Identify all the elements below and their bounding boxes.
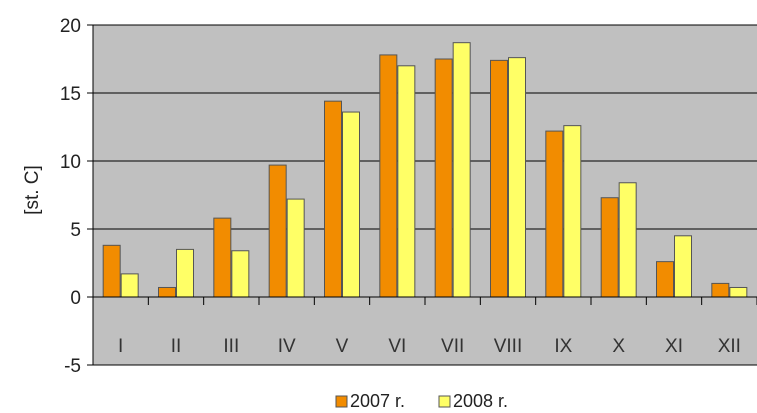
bar-series2-IV xyxy=(286,198,305,298)
bar-series2-VIII xyxy=(508,57,526,298)
bar-series2-IX xyxy=(563,125,582,298)
category-label: VIII xyxy=(494,336,523,357)
bar-series1-II xyxy=(158,286,176,298)
legend-label: 2008 r. xyxy=(453,391,508,411)
y-tick-label: 15 xyxy=(60,84,81,105)
bar-series1-XII xyxy=(711,282,730,298)
bar-series1-V xyxy=(324,100,342,298)
bar-series1-I xyxy=(102,244,121,298)
grid-lines xyxy=(87,24,757,366)
bar-series1-IV xyxy=(268,164,287,298)
y-tick-label: 10 xyxy=(60,152,81,173)
category-label: IX xyxy=(554,336,572,357)
bar-series2-XII xyxy=(729,286,748,298)
legend-label: 2007 r. xyxy=(350,391,405,411)
plot-area xyxy=(93,25,757,365)
bar-series2-V xyxy=(342,111,360,298)
bar-series1-III xyxy=(213,217,232,298)
category-label: IV xyxy=(278,336,296,357)
category-label: III xyxy=(223,336,239,357)
category-label: XII xyxy=(718,336,741,357)
category-label: I xyxy=(118,336,123,357)
bar-series1-X xyxy=(600,197,619,298)
category-separators xyxy=(92,297,757,305)
y-tick-label: 20 xyxy=(60,16,81,37)
y-tick-labels: -5 0 5 10 15 20 xyxy=(60,16,81,377)
category-label: VII xyxy=(441,336,464,357)
category-label: XI xyxy=(665,336,683,357)
bar-series2-II xyxy=(176,248,194,298)
bar-series1-IX xyxy=(545,130,564,298)
category-labels: I II III IV V VI VII VIII IX X XI XII xyxy=(118,336,741,357)
y-tick-label: 5 xyxy=(70,220,81,241)
legend-swatch xyxy=(335,395,348,408)
bars-layer xyxy=(102,42,748,298)
category-label: X xyxy=(612,336,625,357)
y-tick-label: -5 xyxy=(64,356,81,377)
bar-series2-VII xyxy=(452,42,471,298)
bar-series2-X xyxy=(618,182,637,298)
legend: 2007 r. 2008 r. xyxy=(335,391,508,411)
bar-series1-VI xyxy=(379,54,398,298)
bar-series1-VII xyxy=(434,58,453,298)
bar-series2-III xyxy=(231,250,250,298)
y-axis-label: [st. C] xyxy=(22,165,43,215)
bar-series2-I xyxy=(120,273,139,298)
bar-series2-VI xyxy=(397,65,416,298)
y-tick-label: 0 xyxy=(70,288,81,309)
category-label: II xyxy=(171,336,182,357)
bar-series2-XI xyxy=(674,235,692,298)
legend-swatch xyxy=(438,395,451,408)
bar-series1-VIII xyxy=(490,59,508,298)
category-label: V xyxy=(336,336,349,357)
bar-series1-XI xyxy=(656,261,674,298)
category-label: VI xyxy=(388,336,406,357)
